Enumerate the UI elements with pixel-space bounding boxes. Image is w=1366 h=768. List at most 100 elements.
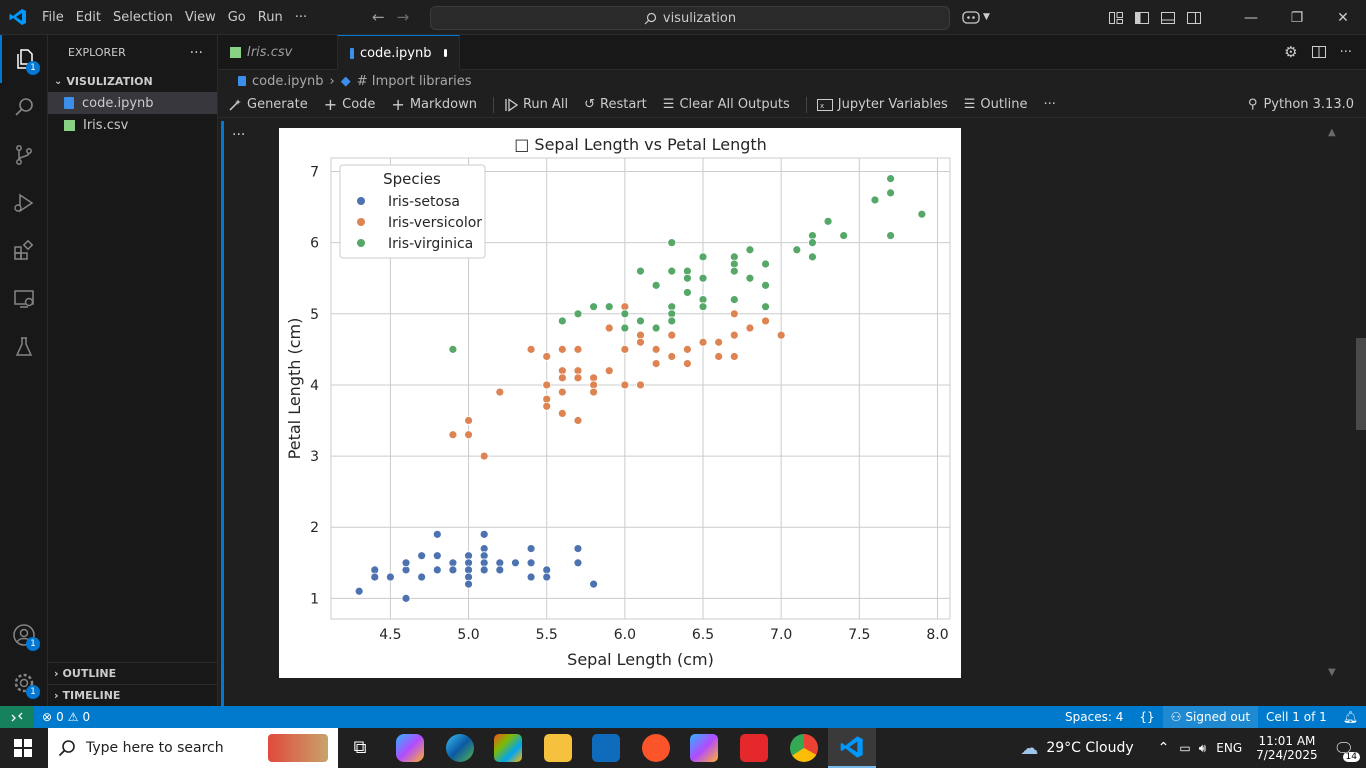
restore-icon[interactable]: ❐: [1290, 9, 1304, 26]
m365-icon[interactable]: [690, 734, 718, 762]
explorer-more-button[interactable]: ···: [189, 44, 203, 61]
split-editor-icon[interactable]: [1311, 45, 1326, 59]
tray-chevron-up-icon[interactable]: ⌃: [1157, 740, 1170, 756]
remote-explorer-icon[interactable]: [0, 275, 48, 323]
toolbar-divider: [492, 96, 494, 113]
language-status[interactable]: {}: [1131, 710, 1162, 724]
weather-text[interactable]: 29°C Cloudy: [1046, 740, 1134, 756]
microsoft-store-icon[interactable]: [494, 734, 522, 762]
toggle-secondary-sidebar-icon[interactable]: [1186, 10, 1202, 26]
data-point: [667, 238, 677, 248]
vscode-taskbar-icon[interactable]: [828, 728, 876, 768]
data-point: [745, 245, 755, 255]
taskbar-search[interactable]: Type here to search: [48, 728, 338, 768]
data-point: [761, 259, 770, 269]
data-point: [448, 344, 458, 354]
run-all-button[interactable]: Run All: [504, 97, 568, 112]
scroll-down-arrow-icon[interactable]: ▼: [1328, 667, 1336, 678]
language-indicator[interactable]: ENG: [1216, 741, 1243, 755]
toolbar-more-button[interactable]: ···: [1043, 97, 1055, 112]
toggle-panel-icon[interactable]: [1160, 10, 1176, 26]
battery-icon[interactable]: ▭: [1179, 741, 1191, 755]
menu-view[interactable]: View: [184, 9, 216, 25]
x-tick-label: 7.5: [848, 627, 870, 643]
data-point: [886, 174, 896, 184]
source-control-icon[interactable]: [0, 131, 48, 179]
data-point: [573, 373, 583, 383]
edge-browser-icon[interactable]: [446, 734, 474, 762]
outline-button[interactable]: ☰ Outline: [964, 97, 1028, 112]
close-icon[interactable]: ✕: [1337, 9, 1349, 26]
testing-flask-icon[interactable]: [0, 323, 48, 371]
notifications-bell-icon[interactable]: 🔔︎: [1342, 710, 1358, 724]
cell-label: Cell 1 of 1: [1266, 710, 1327, 724]
menu-go[interactable]: Go: [227, 9, 246, 25]
toggle-sidebar-icon[interactable]: [1134, 10, 1150, 26]
forward-arrow-icon[interactable]: →: [396, 8, 410, 26]
sparkle-wand-icon: [229, 98, 241, 111]
windows-start-icon[interactable]: [14, 739, 32, 757]
outline-section[interactable]: › OUTLINE: [48, 662, 218, 684]
file-item-iris-csv[interactable]: Iris.csv: [48, 114, 217, 136]
command-center[interactable]: visulization: [430, 6, 950, 30]
generate-button[interactable]: Generate: [228, 97, 308, 112]
legend-marker: [357, 239, 365, 247]
jupyter-variables-button[interactable]: x Jupyter Variables: [816, 97, 948, 112]
file-item-code-ipynb[interactable]: code.ipynb: [48, 92, 217, 114]
copilot-app-icon[interactable]: [396, 734, 424, 762]
clear-outputs-button[interactable]: ☰ Clear All Outputs: [663, 97, 790, 112]
cell-indicator[interactable]: Cell 1 of 1: [1258, 710, 1335, 724]
menu-file[interactable]: File: [42, 9, 64, 25]
minimize-icon[interactable]: —: [1244, 9, 1258, 26]
kernel-picker[interactable]: ⚲ Python 3.13.0: [1248, 97, 1354, 112]
breadcrumb-section[interactable]: # Import libraries: [356, 73, 472, 89]
add-markdown-button[interactable]: + Markdown: [391, 95, 477, 114]
menu-selection[interactable]: Selection: [112, 9, 173, 25]
chrome-browser-icon[interactable]: [790, 734, 818, 762]
unsaved-dot-icon[interactable]: [443, 49, 447, 57]
brave-browser-icon[interactable]: [642, 734, 670, 762]
menu-run[interactable]: Run: [257, 9, 283, 25]
menu-edit[interactable]: Edit: [75, 9, 101, 25]
restart-button[interactable]: ↺ Restart: [584, 97, 647, 112]
search-view-icon[interactable]: [0, 83, 48, 131]
clock[interactable]: 11:01 AM 7/24/2025: [1256, 734, 1318, 762]
back-arrow-icon[interactable]: ←: [372, 8, 385, 26]
tab-iris-csv[interactable]: Iris.csv: [218, 35, 338, 70]
data-point: [557, 373, 567, 383]
weather-cloud-icon[interactable]: ☁: [1020, 737, 1039, 759]
explorer-icon[interactable]: 1: [0, 35, 48, 83]
more-actions-button[interactable]: ···: [1339, 44, 1352, 60]
copilot-icon[interactable]: ▼: [962, 9, 990, 25]
breadcrumb-file[interactable]: code.ipynb: [252, 73, 324, 89]
data-point: [573, 558, 583, 568]
account-status[interactable]: ⚇ Signed out: [1162, 706, 1259, 728]
cell-more-button[interactable]: ···: [232, 127, 246, 143]
problems-indicator[interactable]: ⊗ 0 ⚠ 0: [34, 710, 98, 724]
tab-code-ipynb[interactable]: code.ipynb: [338, 35, 460, 70]
scrollbar-thumb[interactable]: [1356, 338, 1366, 430]
notification-center-icon[interactable]: 🗨︎ 14: [1334, 739, 1360, 762]
gear-icon[interactable]: ⚙: [1284, 43, 1298, 61]
more-label: ···: [1043, 97, 1056, 112]
accounts-icon[interactable]: 1: [0, 611, 48, 659]
speaker-icon[interactable]: 🔊︎: [1198, 740, 1207, 755]
manage-gear-icon[interactable]: 1: [0, 659, 48, 707]
menu-more[interactable]: ···: [294, 9, 308, 25]
timeline-section[interactable]: › TIMELINE: [48, 684, 218, 706]
scroll-up-arrow-icon[interactable]: ▲: [1328, 127, 1336, 138]
run-debug-icon[interactable]: [0, 179, 48, 227]
remote-indicator-icon[interactable]: [0, 706, 34, 728]
file-explorer-icon[interactable]: [544, 734, 572, 762]
folder-root[interactable]: ⌄ VISULIZATION: [48, 70, 217, 92]
outlook-icon[interactable]: [592, 734, 620, 762]
wps-office-icon[interactable]: [740, 734, 768, 762]
data-point: [417, 572, 427, 582]
status-bar: ⊗ 0 ⚠ 0 Spaces: 4 {} ⚇ Signed out Cell 1…: [0, 706, 1366, 728]
extensions-icon[interactable]: [0, 227, 48, 275]
indentation-indicator[interactable]: Spaces: 4: [1057, 710, 1131, 724]
task-view-icon[interactable]: ⧉: [353, 737, 367, 758]
add-code-button[interactable]: + Code: [324, 95, 376, 114]
data-point: [573, 344, 583, 354]
layout-customize-icon[interactable]: [1108, 10, 1124, 26]
